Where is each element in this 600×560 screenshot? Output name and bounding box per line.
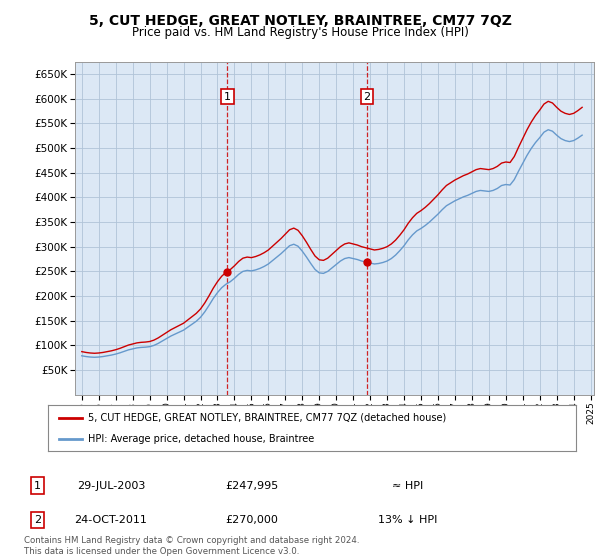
Text: 24-OCT-2011: 24-OCT-2011 (74, 515, 148, 525)
Text: 5, CUT HEDGE, GREAT NOTLEY, BRAINTREE, CM77 7QZ: 5, CUT HEDGE, GREAT NOTLEY, BRAINTREE, C… (89, 14, 511, 28)
Text: 1: 1 (34, 480, 41, 491)
Text: £270,000: £270,000 (226, 515, 278, 525)
Text: Contains HM Land Registry data © Crown copyright and database right 2024.
This d: Contains HM Land Registry data © Crown c… (24, 536, 359, 556)
Text: 13% ↓ HPI: 13% ↓ HPI (379, 515, 437, 525)
Text: £247,995: £247,995 (226, 480, 278, 491)
Text: ≈ HPI: ≈ HPI (392, 480, 424, 491)
Text: HPI: Average price, detached house, Braintree: HPI: Average price, detached house, Brai… (88, 435, 314, 444)
Text: 2: 2 (364, 92, 370, 101)
Text: 29-JUL-2003: 29-JUL-2003 (77, 480, 145, 491)
Text: Price paid vs. HM Land Registry's House Price Index (HPI): Price paid vs. HM Land Registry's House … (131, 26, 469, 39)
Text: 1: 1 (224, 92, 231, 101)
Text: 2: 2 (34, 515, 41, 525)
Text: 5, CUT HEDGE, GREAT NOTLEY, BRAINTREE, CM77 7QZ (detached house): 5, CUT HEDGE, GREAT NOTLEY, BRAINTREE, C… (88, 413, 446, 423)
